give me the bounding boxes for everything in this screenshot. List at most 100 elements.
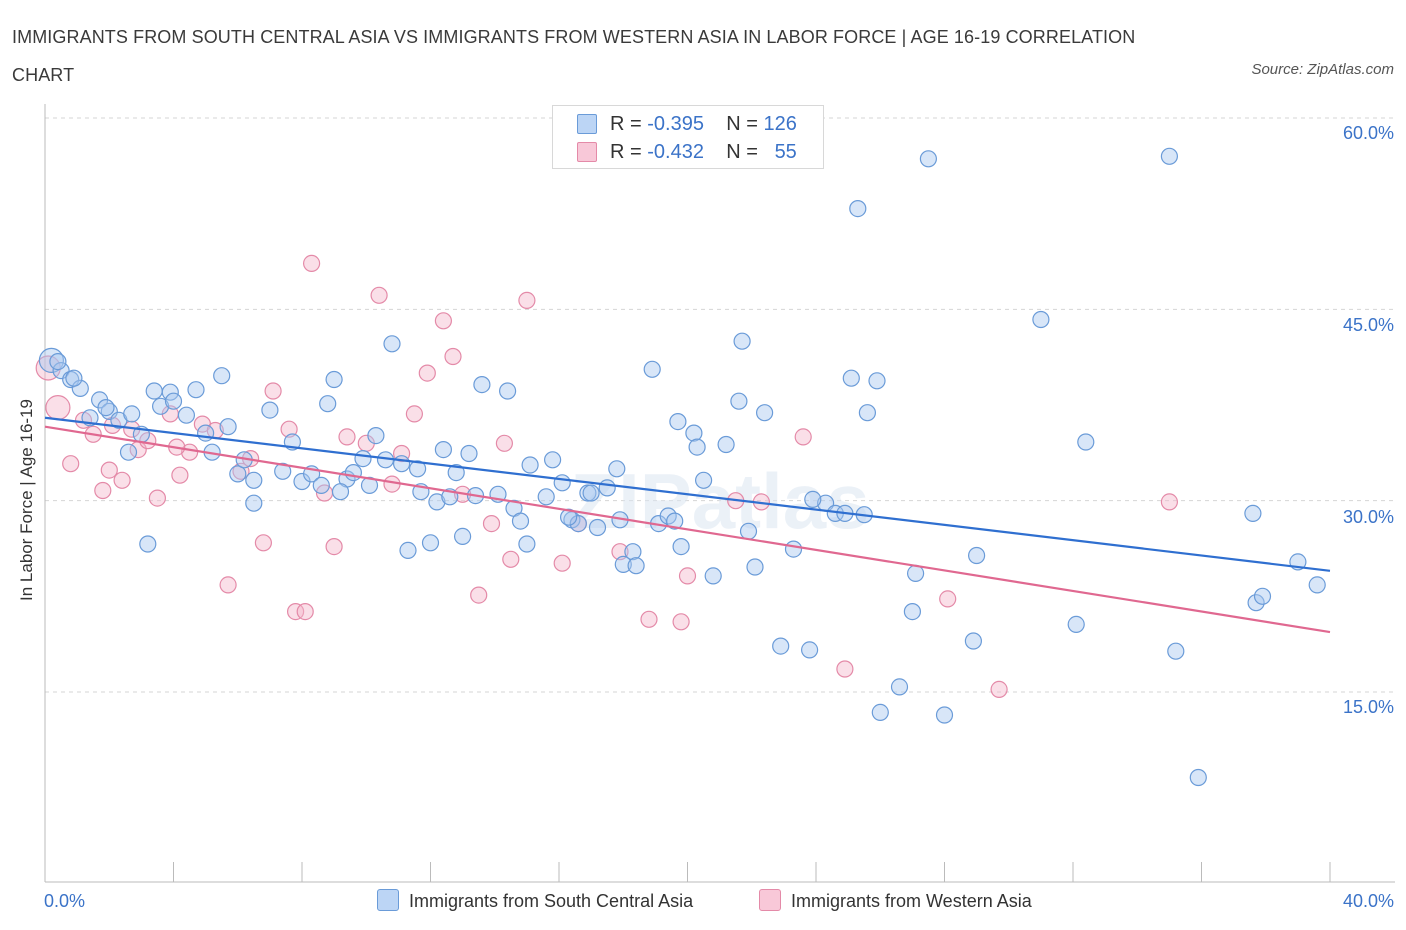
blue-point: [733, 332, 751, 350]
legend-swatch-blue: [577, 114, 597, 134]
pink-point: [482, 514, 501, 533]
pink-point: [296, 602, 314, 621]
pink-point: [94, 481, 112, 500]
watermark: ZIPatlas: [570, 457, 869, 545]
blue-point: [139, 535, 157, 553]
x-tick-label-max: 40.0%: [1342, 891, 1394, 911]
blue-point: [800, 641, 819, 659]
blue-point: [614, 555, 632, 574]
y-axis-label: In Labor Force | Age 16-19: [17, 399, 36, 601]
pink-point: [287, 602, 305, 621]
pink-point: [148, 489, 166, 507]
blue-point: [598, 479, 616, 497]
pink-point: [836, 660, 854, 678]
blue-point: [890, 678, 909, 696]
pink-point: [939, 590, 957, 608]
blue-point: [1247, 594, 1265, 612]
blue-point: [624, 543, 642, 561]
blue-point: [331, 483, 350, 501]
pink-point: [470, 586, 488, 604]
pink-point: [990, 680, 1008, 699]
blue-point: [473, 376, 491, 394]
blue-point: [1253, 587, 1272, 605]
blue-point: [1189, 768, 1207, 787]
blue-point: [1167, 642, 1185, 660]
y-tick-label-60: 60.0%: [1342, 123, 1394, 143]
blue-point: [537, 488, 555, 506]
bottom-legend-label-2: Immigrants from Western Asia: [791, 891, 1032, 911]
trend-line-western-asia: [44, 425, 1331, 634]
blue-point: [360, 476, 379, 494]
blue-point: [588, 518, 607, 537]
blue-point: [608, 460, 626, 478]
blue-point: [319, 395, 337, 413]
blue-point: [38, 347, 65, 373]
grid-lines: [45, 117, 1395, 693]
legend-n-value-2: 55: [774, 141, 797, 163]
blue-point: [627, 557, 645, 575]
blue-point: [1244, 504, 1262, 523]
blue-point: [421, 534, 440, 552]
axes: [44, 104, 1395, 883]
blue-point: [1032, 310, 1050, 329]
blue-point: [197, 424, 215, 442]
blue-point: [704, 567, 722, 585]
source-label: Source: ZipAtlas.com: [1251, 61, 1394, 78]
blue-point: [164, 392, 183, 410]
pink-point: [444, 347, 462, 366]
blue-point: [152, 397, 170, 415]
blue-point: [123, 405, 141, 423]
blue-point: [1077, 433, 1095, 451]
pink-point: [171, 466, 189, 484]
bottom-legend-swatch-blue: [377, 889, 399, 911]
blue-point: [245, 494, 263, 512]
blue-point: [71, 379, 89, 397]
pink-point: [303, 254, 321, 272]
chart-title: IMMIGRANTS FROM SOUTH CENTRAL ASIA VS IM…: [12, 27, 1136, 85]
legend-n-value-1: 126: [763, 113, 797, 135]
pink-point: [325, 537, 343, 556]
blue-point: [409, 460, 427, 478]
pink-point: [418, 364, 436, 382]
correlation-legend: R = -0.395 N = 126 R = -0.432 N = 55: [552, 105, 824, 169]
legend-r-label: R =: [610, 113, 642, 135]
pink-point: [45, 395, 71, 421]
blue-point: [354, 450, 372, 468]
blue-point: [499, 382, 517, 400]
bottom-legend-item-western-asia: Immigrants from Western Asia: [759, 886, 1032, 916]
blue-point: [582, 484, 600, 502]
blue-point: [868, 372, 886, 390]
blue-point: [964, 632, 983, 650]
blue-point: [1067, 615, 1085, 634]
blue-point: [559, 508, 578, 526]
pink-point: [434, 312, 452, 330]
pink-point: [393, 444, 411, 463]
pink-point: [553, 554, 571, 572]
blue-point: [274, 462, 292, 480]
blue-point: [229, 465, 247, 483]
blue-point: [367, 427, 385, 445]
pink-point: [264, 382, 282, 400]
blue-point: [543, 451, 562, 469]
legend-r-label: R =: [610, 141, 642, 163]
blue-point: [694, 471, 713, 489]
bottom-legend-item-south-central-asia: Immigrants from South Central Asia: [377, 886, 693, 916]
blue-point: [383, 335, 401, 353]
blue-point: [177, 406, 195, 424]
blue-point: [755, 404, 774, 422]
blue-point: [344, 464, 362, 482]
pink-point: [113, 471, 131, 489]
blue-point: [187, 381, 205, 399]
pink-point: [672, 613, 690, 631]
bottom-legend-swatch-pink: [759, 889, 781, 911]
blue-point: [511, 512, 530, 530]
blue-point: [919, 150, 938, 168]
legend-n-label: N =: [726, 141, 758, 163]
pink-point: [100, 461, 118, 479]
blue-point: [312, 476, 330, 494]
blue-point: [666, 512, 684, 530]
x-tick-label-min: 0.0%: [44, 891, 86, 911]
blue-point: [739, 522, 758, 540]
blue-point: [119, 443, 138, 461]
